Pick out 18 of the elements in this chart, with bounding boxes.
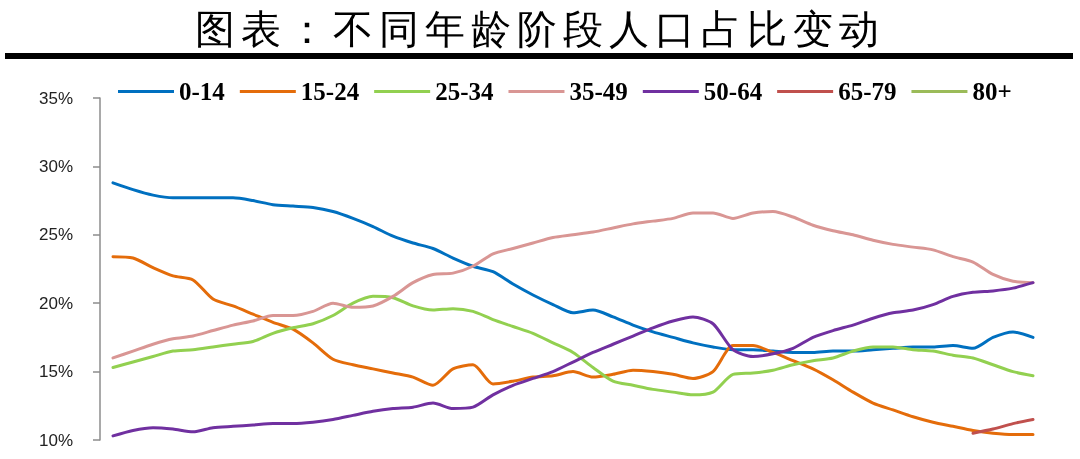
y-tick-label: 20%	[38, 293, 73, 313]
legend-label: 15-24	[300, 78, 360, 105]
legend-label: 80+	[972, 78, 1012, 105]
legend-label: 50-64	[703, 78, 763, 105]
y-tick-label: 35%	[38, 88, 73, 108]
legend-label: 25-34	[435, 78, 494, 105]
y-tick-label: 15%	[38, 362, 73, 382]
line-series	[111, 294, 1035, 397]
legend-label: 65-79	[838, 78, 897, 105]
line-series	[111, 181, 1035, 354]
y-tick-label: 30%	[38, 156, 73, 176]
y-tick-label: 10%	[38, 430, 73, 450]
line-series	[971, 417, 1035, 435]
y-tick-label: 25%	[38, 225, 73, 245]
chart-title: 图表：不同年龄阶段人口占比变动	[194, 5, 886, 53]
legend-label: 35-49	[569, 78, 628, 105]
legend-label: 0-14	[179, 78, 226, 105]
line-series	[111, 210, 1035, 360]
